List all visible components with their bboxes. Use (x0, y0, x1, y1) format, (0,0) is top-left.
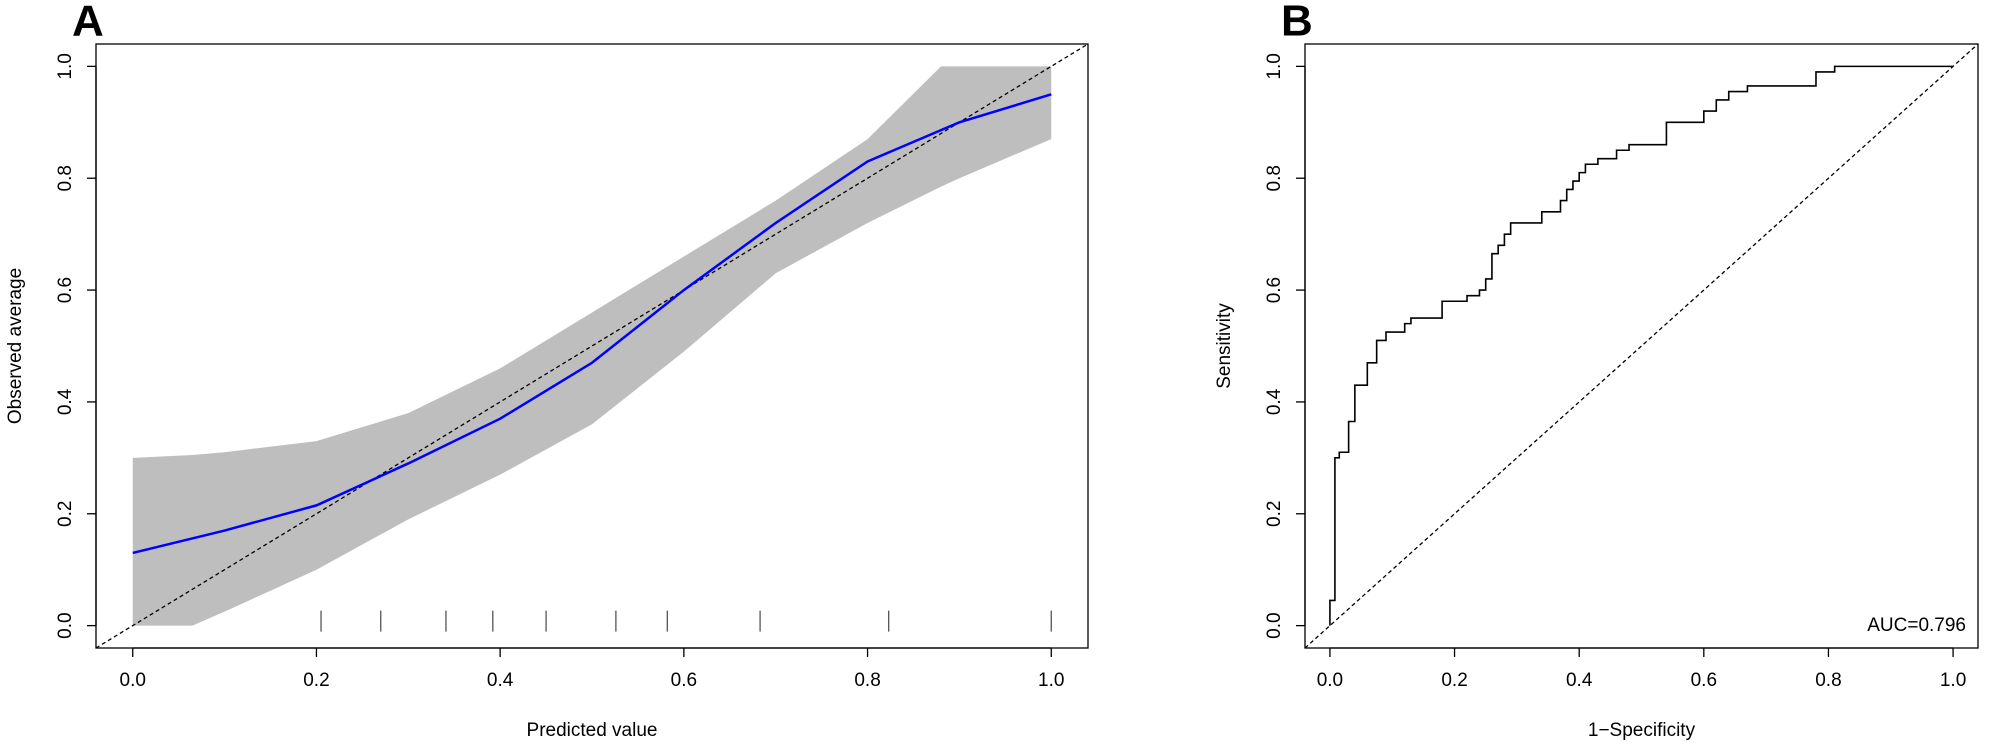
series-line (1329, 65, 1954, 626)
y-axis-label: Sensitivity (1214, 303, 1235, 389)
y-tick-label: 1.0 (55, 53, 76, 79)
panel-label: A (72, 0, 104, 46)
reference-diagonal (95, 43, 1089, 649)
x-tick-label: 0.6 (671, 670, 697, 691)
y-axis-label: Observed average (5, 268, 26, 424)
x-tick-label: 0.8 (854, 670, 880, 691)
x-tick-label: 0.6 (1691, 670, 1717, 691)
x-tick-label: 0.0 (1317, 670, 1343, 691)
x-tick-label: 0.0 (120, 670, 146, 691)
y-tick-label: 0.8 (1264, 165, 1285, 191)
x-tick-label: 0.2 (1441, 670, 1467, 691)
x-axis-label: Predicted value (527, 720, 658, 741)
reference-diagonal (1304, 43, 1979, 649)
x-tick-label: 0.8 (1815, 670, 1841, 691)
x-tick-label: 0.4 (1566, 670, 1593, 691)
y-tick-label: 0.4 (1264, 388, 1285, 415)
y-tick-label: 1.0 (1264, 53, 1285, 79)
annotation: AUC=0.796 (1867, 615, 1966, 636)
panel-label: B (1281, 0, 1313, 46)
series-line (132, 93, 1052, 555)
y-tick-label: 0.6 (55, 277, 76, 303)
x-tick-label: 1.0 (1038, 670, 1064, 691)
y-tick-label: 0.2 (1264, 501, 1285, 527)
y-tick-label: 0.6 (1264, 277, 1285, 303)
x-tick-label: 0.4 (487, 670, 514, 691)
y-tick-label: 0.0 (55, 612, 76, 638)
x-tick-label: 1.0 (1940, 670, 1966, 691)
y-tick-label: 0.0 (1264, 612, 1285, 638)
y-tick-label: 0.8 (55, 165, 76, 191)
y-tick-label: 0.4 (55, 388, 76, 415)
x-axis-label: 1−Specificity (1588, 720, 1696, 741)
y-tick-label: 0.2 (55, 501, 76, 527)
x-tick-label: 0.2 (303, 670, 329, 691)
